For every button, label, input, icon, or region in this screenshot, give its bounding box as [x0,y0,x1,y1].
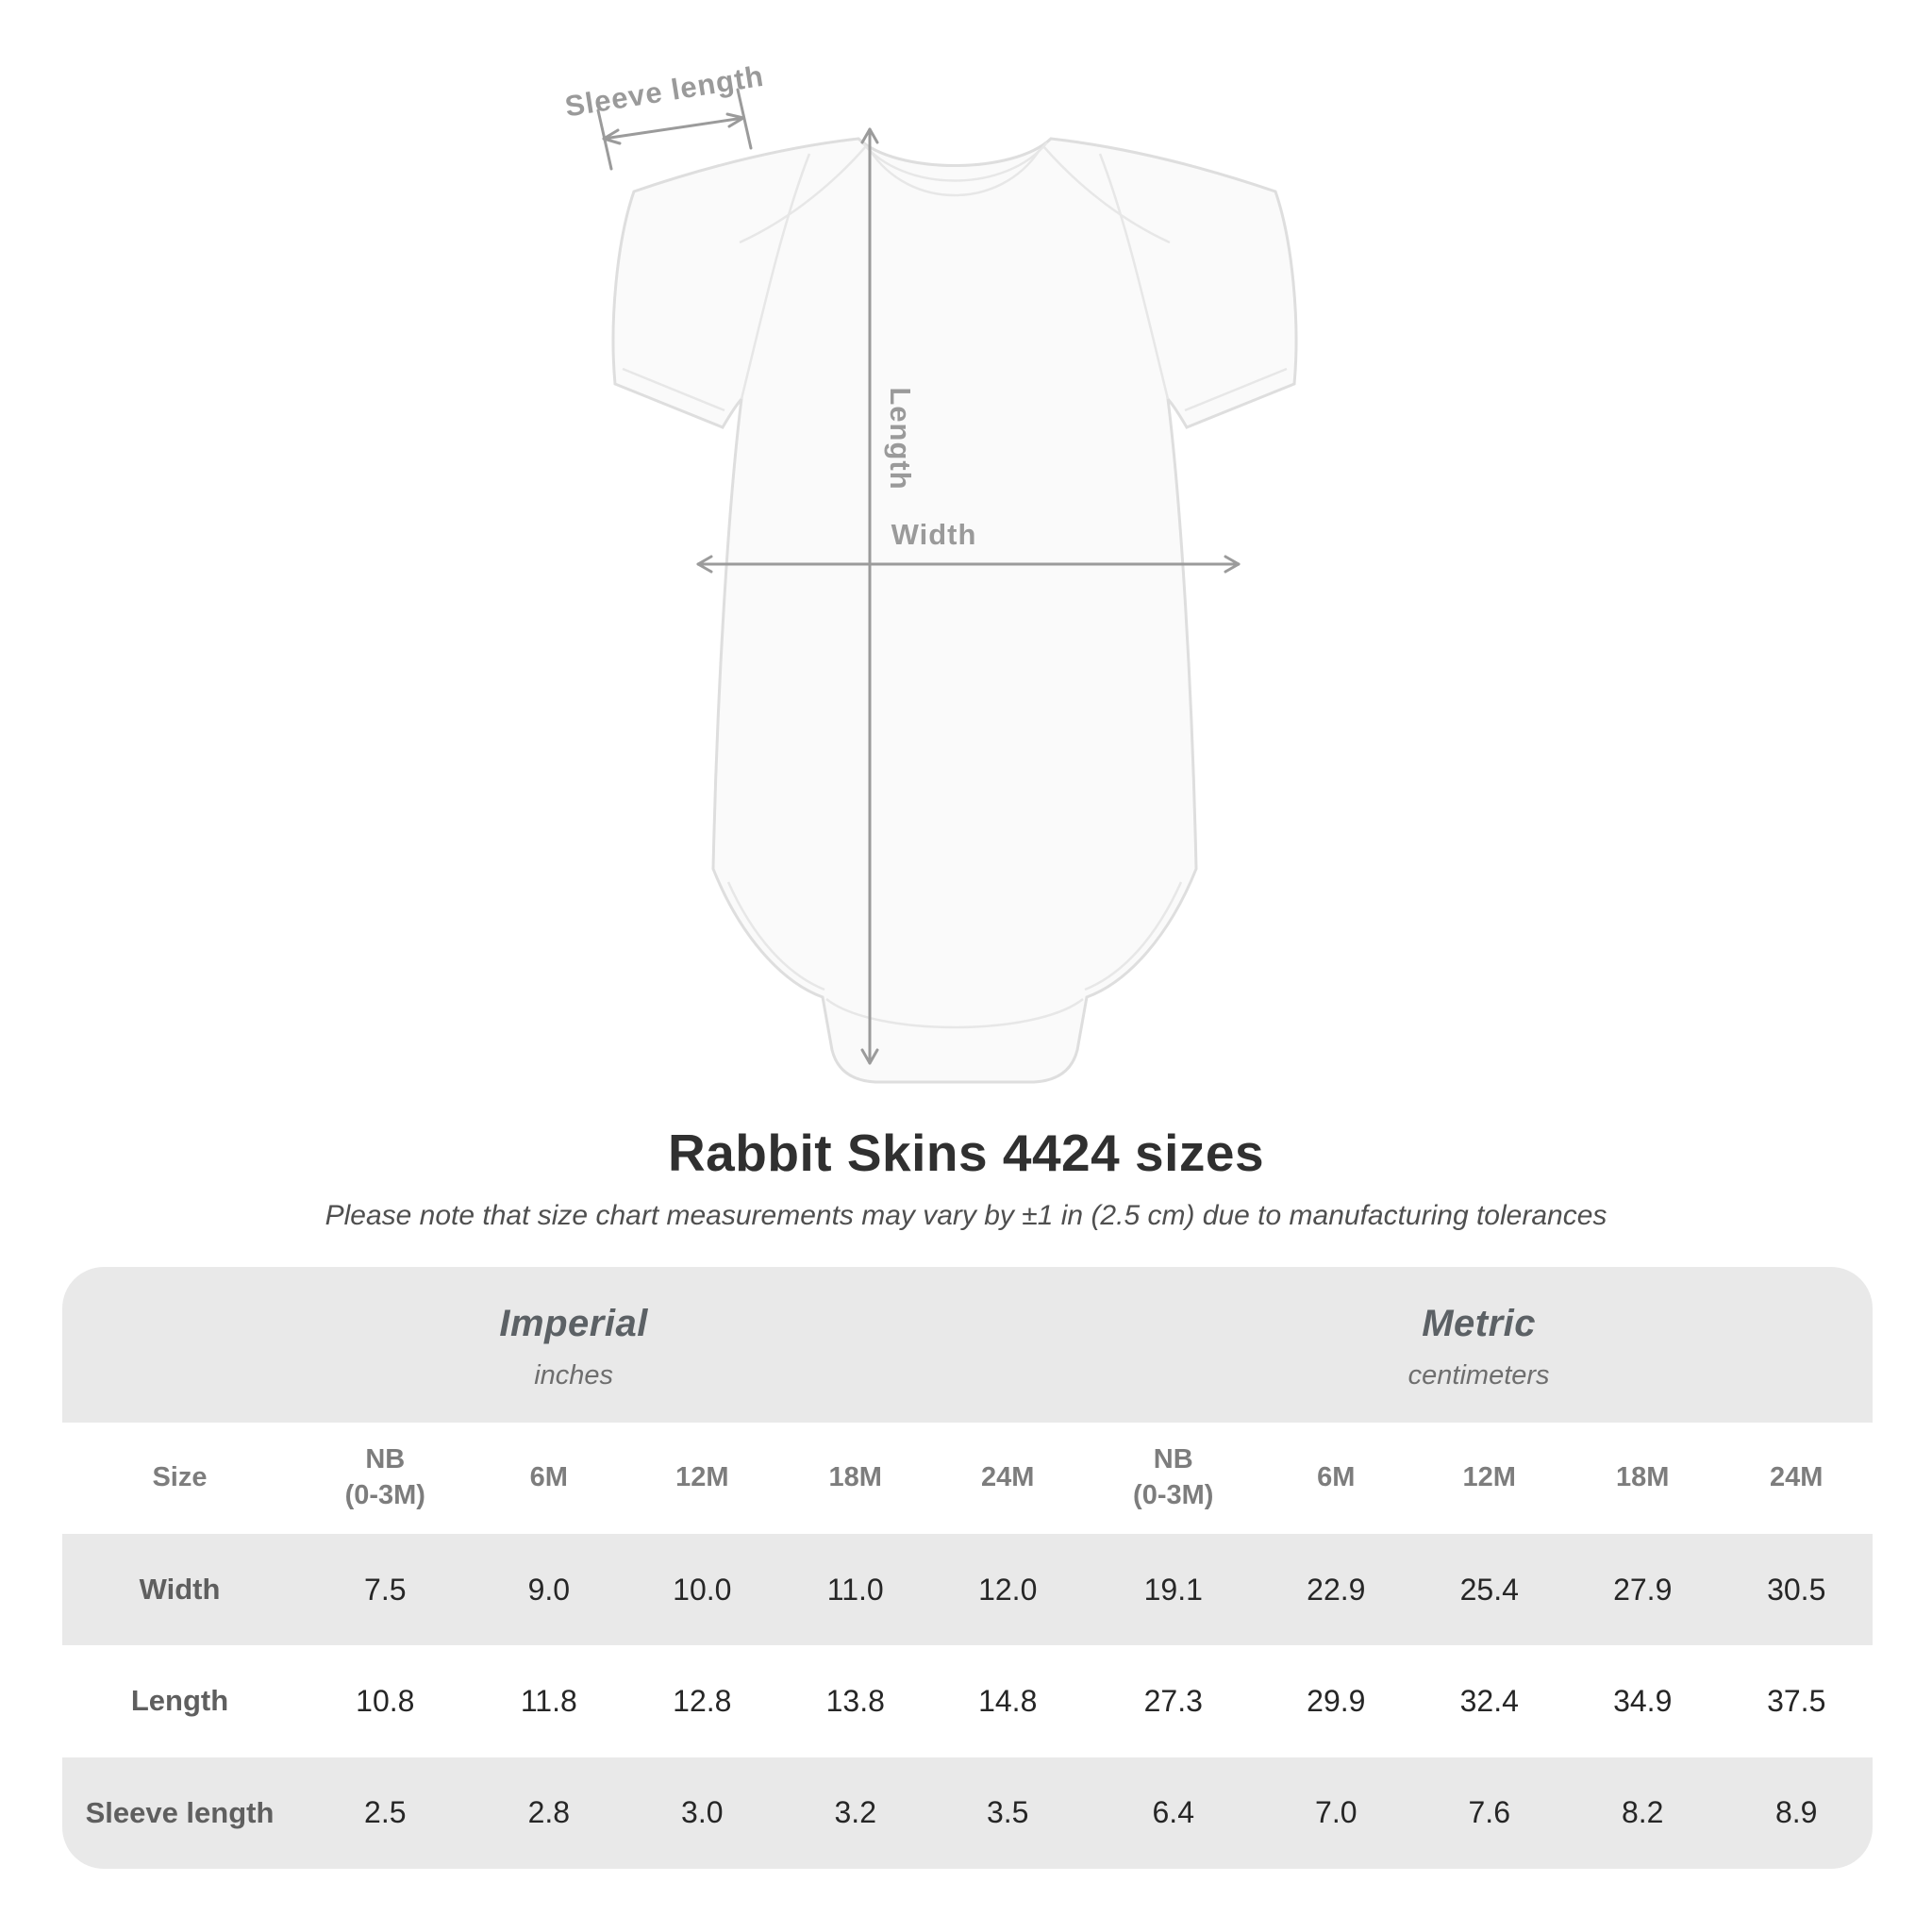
measurement-value: 10.0 [673,1572,732,1607]
measurement-value: 2.8 [527,1795,571,1830]
table-row: Width 7.5 9.0 10.0 11.0 12.0 19.1 22.9 25.4 27.9 3… [62,1534,1873,1646]
bodysuit-illustration [611,137,1298,1084]
size-column-header: NB (0-3M) [1133,1444,1214,1510]
right-shoulder-fold-seam [1042,145,1171,244]
measurement-value: 7.0 [1315,1795,1357,1830]
sleeve-length-label: Sleeve length [563,59,767,124]
neckline-inner-seam [868,149,1041,197]
measurement-value: 3.5 [986,1795,1029,1830]
measurements-table: Size NB (0-3M) 6M 12M 18M 24M NB (0-3M) 6M 12M 18… [62,1423,1873,1869]
measurement-value: 3.2 [834,1795,876,1830]
right-sleeve-seam [1098,153,1170,400]
length-label: Length [884,387,917,490]
right-sleeve-hem [1184,367,1288,412]
measurement-value: 7.6 [1468,1795,1510,1830]
imperial-label: Imperial [499,1303,648,1344]
metric-unit: centimeters [1407,1360,1550,1391]
size-column-header: NB (0-3M) [344,1444,425,1510]
size-chart-table: Imperial inches Metric centimeters Size N… [62,1267,1873,1869]
measurement-value: 19.1 [1143,1572,1203,1607]
size-column-header: 12M [1462,1462,1516,1493]
measurement-value: 6.4 [1152,1795,1194,1830]
measurement-value: 30.5 [1767,1572,1826,1607]
measurement-value: 12.0 [978,1572,1038,1607]
size-column-header: 6M [1317,1462,1356,1493]
measurement-value: 25.4 [1459,1572,1519,1607]
measurement-value: 9.0 [527,1572,571,1607]
metric-label: Metric [1422,1303,1537,1344]
size-column-header: 6M [529,1462,568,1493]
sleeve-length-arrow [596,88,753,171]
measurement-value: 32.4 [1459,1683,1519,1718]
neckline-seam [861,142,1048,182]
size-column-header: Size [152,1462,208,1493]
measurement-value: 2.5 [364,1795,407,1830]
measurement-value: 8.2 [1621,1795,1664,1830]
row-label: Width [139,1573,221,1607]
measurement-value: 7.5 [364,1572,407,1607]
table-row: Sleeve length 2.5 2.8 3.0 3.2 3.5 6.4 7.0 7.6 8.2… [62,1757,1873,1869]
unit-section-band: Imperial inches Metric centimeters [62,1267,1873,1423]
measurement-value: 29.9 [1307,1683,1366,1718]
left-shoulder-fold-seam [739,145,867,244]
measurement-value: 27.3 [1143,1683,1203,1718]
left-sleeve-seam [740,153,811,400]
measurement-value: 34.9 [1613,1683,1673,1718]
measurement-value: 11.8 [520,1683,577,1718]
size-column-header: 24M [1770,1462,1824,1493]
size-column-header: 12M [675,1462,729,1493]
row-label: Length [130,1684,229,1718]
tolerance-note: Please note that size chart measurements… [325,1200,1607,1231]
table-row: Length 10.8 11.8 12.8 13.8 14.8 27.3 29.9 32.4 34… [62,1645,1873,1757]
row-label: Sleeve length [85,1795,275,1829]
size-column-header: 24M [981,1462,1035,1493]
width-label: Width [891,518,977,551]
measurement-value: 13.8 [825,1683,885,1718]
measurement-value: 37.5 [1767,1683,1826,1718]
imperial-unit: inches [534,1360,614,1391]
crotch-flap-seam [825,998,1084,1029]
width-arrow [696,555,1241,574]
measurement-value: 11.0 [826,1572,884,1607]
right-leg-binding-seam [1084,881,1183,991]
table-body: Width 7.5 9.0 10.0 11.0 12.0 19.1 22.9 25.4 27.9 3… [62,1534,1873,1869]
bodysuit-outline [611,137,1298,1084]
page-title: Rabbit Skins 4424 sizes [667,1124,1265,1182]
left-leg-binding-seam [726,881,825,991]
measurement-value: 27.9 [1613,1572,1673,1607]
metric-section-header: Metric centimeters [1085,1267,1873,1423]
size-column-header: 18M [1616,1462,1670,1493]
size-column-header: 18M [828,1462,882,1493]
measurement-value: 12.8 [673,1683,732,1718]
measurement-value: 14.8 [978,1683,1038,1718]
size-header-row: Size NB (0-3M) 6M 12M 18M 24M NB (0-3M) 6M 12M 18… [62,1423,1873,1534]
measurement-value: 3.0 [681,1795,724,1830]
measurement-value: 10.8 [356,1683,415,1718]
imperial-section-header: Imperial inches [62,1267,1085,1423]
measurement-value: 22.9 [1307,1572,1366,1607]
bodysuit-size-diagram: Length Width Sleeve length [563,59,1298,1084]
left-sleeve-hem [622,367,725,412]
length-arrow [860,127,879,1065]
measurement-value: 8.9 [1774,1795,1818,1830]
